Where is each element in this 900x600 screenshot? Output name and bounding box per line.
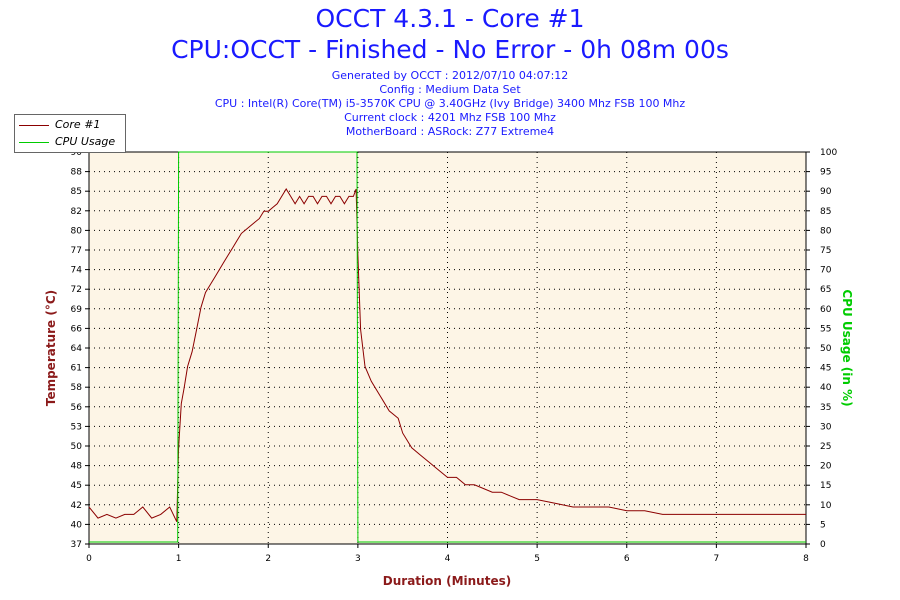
legend-item-core: Core #1 (15, 117, 125, 133)
y2-tick-label: 0 (820, 540, 826, 550)
series-line-cpu-usage (89, 151, 806, 543)
y2-tick-label: 40 (820, 383, 832, 393)
x-tick-label: 2 (265, 554, 271, 564)
legend-label-core: Core #1 (55, 118, 101, 131)
y-tick-label: 45 (71, 481, 82, 491)
y2-tick-label: 30 (820, 422, 832, 432)
y2-tick-label: 25 (820, 442, 831, 452)
y-tick-label: 82 (71, 207, 82, 217)
info-clock: Current clock : 4201 Mhz FSB 100 Mhz (344, 111, 556, 124)
y-tick-label: 40 (71, 520, 83, 530)
legend-swatch-usage (19, 142, 49, 143)
y-tick-label: 58 (71, 383, 83, 393)
y-tick-label: 64 (71, 344, 83, 354)
y2-tick-label: 35 (820, 403, 831, 413)
x-tick-label: 1 (176, 554, 182, 564)
y2-tick-label: 20 (820, 462, 832, 472)
legend-swatch-core (19, 125, 49, 126)
x-tick-label: 7 (714, 554, 720, 564)
y-tick-label: 74 (71, 266, 83, 276)
right-axis-ticks: 0 5 10 15 20 25 30 35 40 45 50 55 60 65 70 75 80 85 90 95 10… (806, 148, 837, 550)
y2-tick-label: 70 (820, 266, 832, 276)
y2-tick-label: 15 (820, 481, 831, 491)
y2-tick-label: 100 (820, 148, 837, 158)
y2-tick-label: 10 (820, 501, 832, 511)
info-cpu: CPU : Intel(R) Core(TM) i5-3570K CPU @ 3… (214, 97, 686, 110)
info-config: Config : Medium Data Set (379, 83, 521, 96)
legend: Core #1 CPU Usage (14, 114, 126, 153)
y2-tick-label: 85 (820, 207, 831, 217)
y-tick-label: 50 (71, 442, 83, 452)
y2-tick-label: 90 (820, 187, 832, 197)
info-motherboard: MotherBoard : ASRock: Z77 Extreme4 (345, 125, 555, 138)
series-line-core (88, 188, 806, 523)
y2-tick-label: 80 (820, 226, 832, 236)
y2-tick-label: 45 (820, 364, 831, 374)
y-tick-label: 88 (71, 168, 83, 178)
y2-tick-label: 50 (820, 344, 832, 354)
y2-tick-label: 95 (820, 168, 831, 178)
y-tick-label: 66 (71, 324, 83, 334)
y-tick-label: 85 (71, 187, 82, 197)
info-generated: Generated by OCCT : 2012/07/10 04:07:12 (331, 69, 569, 82)
x-axis-title: Duration (Minutes) (383, 574, 511, 588)
y-tick-label: 61 (71, 364, 82, 374)
x-tick-label: 3 (355, 554, 361, 564)
y-tick-label: 37 (71, 540, 82, 550)
y2-tick-label: 60 (820, 305, 832, 315)
legend-item-usage: CPU Usage (15, 134, 125, 150)
y-tick-label: 72 (71, 285, 82, 295)
y-tick-label: 80 (71, 226, 83, 236)
y-tick-label: 53 (71, 422, 82, 432)
y2-axis-title: CPU Usage (in %) (840, 289, 854, 406)
y-tick-label: 48 (71, 462, 83, 472)
series-lines (88, 151, 806, 543)
y2-tick-label: 65 (820, 285, 831, 295)
x-tick-label: 8 (803, 554, 809, 564)
x-tick-label: 4 (445, 554, 451, 564)
x-axis-ticks: 0 1 2 3 4 5 6 7 8 (86, 544, 809, 564)
x-tick-label: 5 (534, 554, 540, 564)
info-block: Generated by OCCT : 2012/07/10 04:07:12 … (0, 69, 900, 139)
x-tick-label: 0 (86, 554, 92, 564)
y-tick-label: 56 (71, 403, 83, 413)
y-tick-label: 90 (71, 148, 83, 158)
chart-title: OCCT 4.3.1 - Core #1 (315, 4, 585, 33)
legend-label-usage: CPU Usage (55, 135, 116, 148)
y2-tick-label: 55 (820, 324, 831, 334)
y-tick-label: 69 (71, 305, 83, 315)
left-axis-ticks: 37 40 42 45 48 50 53 56 58 61 64 66 69 72 74 77 80 82 85 88… (71, 148, 89, 550)
y-tick-label: 42 (71, 501, 82, 511)
y-axis-title: Temperature (°C) (44, 290, 58, 406)
chart-subtitle: CPU:OCCT - Finished - No Error - 0h 08m … (171, 35, 729, 64)
y2-tick-label: 75 (820, 246, 831, 256)
y-tick-label: 77 (71, 246, 82, 256)
x-tick-label: 6 (624, 554, 630, 564)
y2-tick-label: 5 (820, 520, 826, 530)
